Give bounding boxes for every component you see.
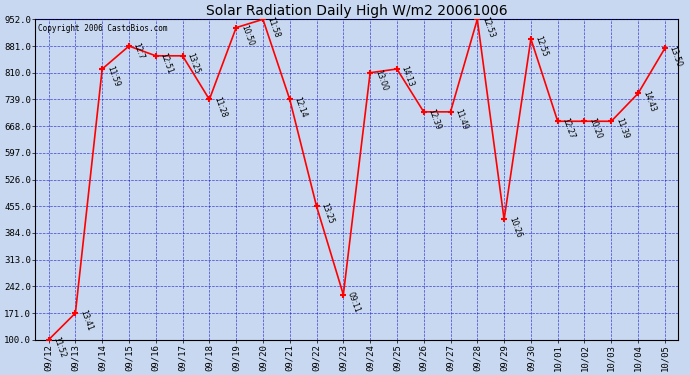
Text: 12:51: 12:51 [159,52,175,75]
Text: 12:27: 12:27 [560,117,576,141]
Text: 13:25: 13:25 [186,52,201,75]
Title: Solar Radiation Daily High W/m2 20061006: Solar Radiation Daily High W/m2 20061006 [206,4,508,18]
Text: 10:50: 10:50 [239,24,255,47]
Text: 09:11: 09:11 [346,291,362,314]
Text: 12:14: 12:14 [293,95,308,118]
Text: 13:50: 13:50 [668,44,684,68]
Text: 11:28: 11:28 [212,95,228,118]
Text: 11:49: 11:49 [453,108,469,131]
Text: 10:26: 10:26 [507,215,523,239]
Text: 12:55: 12:55 [533,35,549,58]
Text: 14:43: 14:43 [641,89,657,113]
Text: 10:20: 10:20 [587,117,603,141]
Text: 11:58: 11:58 [266,15,282,39]
Text: Copyright 2006 CastoBios.com: Copyright 2006 CastoBios.com [39,24,168,33]
Text: 12:7: 12:7 [132,42,146,61]
Text: 12:53: 12:53 [480,15,496,39]
Text: 11:52: 11:52 [51,336,67,359]
Text: 13:00: 13:00 [373,69,389,92]
Text: 13:25: 13:25 [319,202,335,226]
Text: 11:39: 11:39 [614,117,630,141]
Text: 12:39: 12:39 [426,108,442,131]
Text: 11:59: 11:59 [105,65,121,88]
Text: 14:13: 14:13 [400,65,415,88]
Text: 13:41: 13:41 [78,309,94,332]
